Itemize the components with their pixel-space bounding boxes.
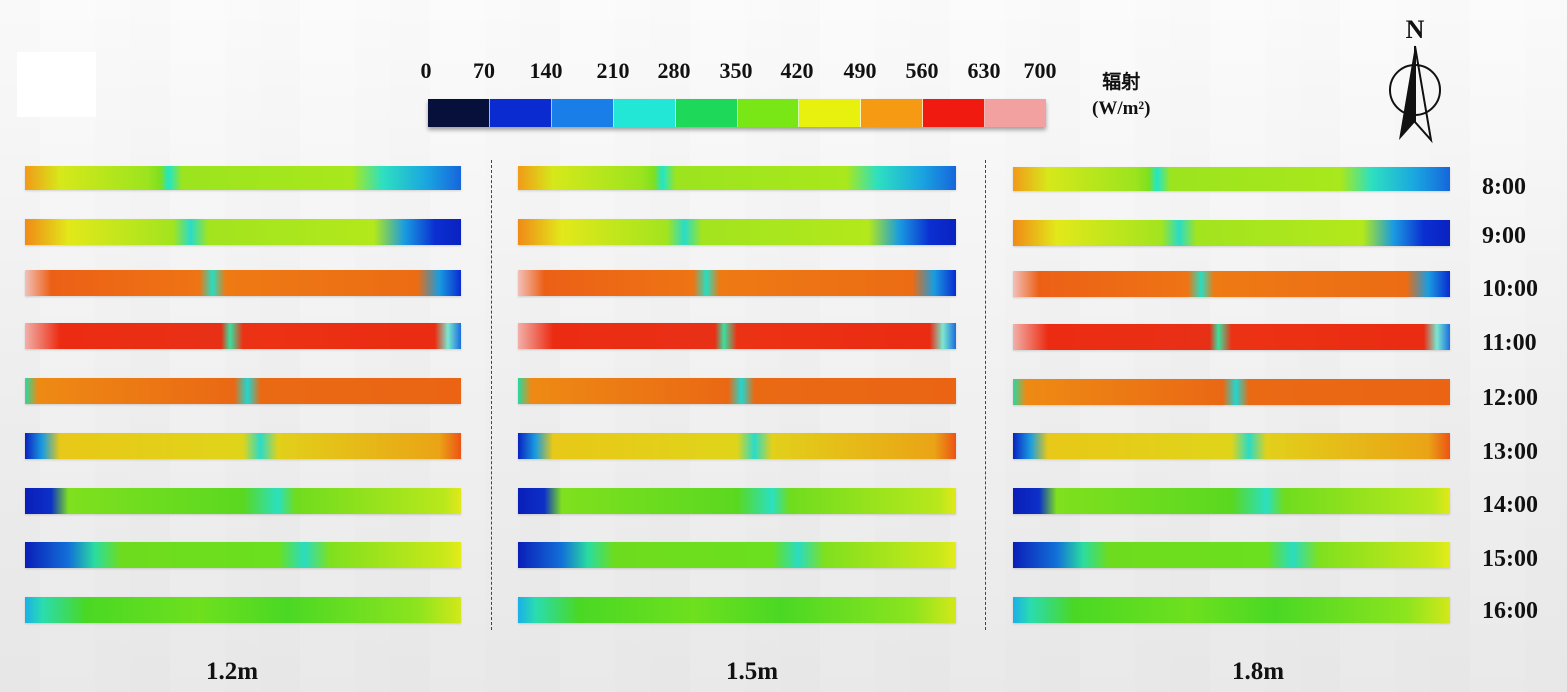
radiation-strip	[1013, 597, 1450, 623]
legend-tick: 70	[473, 58, 495, 83]
radiation-strip	[25, 488, 461, 514]
legend-unit: (W/m²)	[1092, 98, 1151, 119]
time-label: 16:00	[1482, 598, 1538, 624]
radiation-strip	[518, 597, 956, 623]
time-label: 10:00	[1482, 276, 1538, 302]
radiation-strip	[518, 219, 956, 245]
radiation-strip	[1013, 271, 1450, 297]
radiation-strip	[25, 166, 461, 190]
legend-color-cell	[799, 99, 862, 127]
legend-title: 辐射 (W/m²)	[1092, 70, 1150, 122]
north-label: N	[1406, 15, 1425, 44]
radiation-strip	[1013, 542, 1450, 568]
legend-tick: 280	[657, 58, 691, 83]
radiation-strip	[1013, 167, 1450, 191]
legend-color-bar	[428, 99, 1047, 127]
radiation-strip	[25, 270, 461, 296]
radiation-strip	[25, 597, 461, 623]
time-label: 15:00	[1482, 546, 1538, 572]
legend-color-cell	[428, 99, 490, 127]
legend-tick: 630	[967, 58, 1001, 83]
north-arrow-icon: N	[1389, 15, 1441, 144]
column-label: 1.5m	[725, 658, 779, 685]
radiation-strip	[518, 433, 956, 459]
radiation-strip	[518, 542, 956, 568]
legend-tick: 420	[780, 58, 814, 83]
time-label: 11:00	[1482, 330, 1537, 356]
legend-color-cell	[551, 99, 614, 127]
legend-tick: 350	[719, 58, 753, 83]
radiation-strip	[1013, 220, 1450, 246]
legend-tick: 210	[596, 58, 630, 83]
time-label: 12:00	[1482, 385, 1538, 411]
legend-color-cell	[923, 99, 986, 127]
time-label: 9:00	[1482, 223, 1526, 249]
radiation-strip	[518, 166, 956, 190]
radiation-strip	[518, 270, 956, 296]
white-patch	[17, 52, 96, 117]
radiation-strip	[25, 433, 461, 459]
radiation-strip	[1013, 324, 1450, 350]
radiation-strip	[1013, 433, 1450, 459]
time-label: 13:00	[1482, 439, 1538, 465]
legend-color-cell	[613, 99, 676, 127]
legend-ticks: 0 70 140 210 280 350 420 490 560 630 700	[410, 58, 1070, 88]
legend-tick: 560	[905, 58, 939, 83]
column-label: 1.2m	[205, 658, 259, 685]
time-label: 8:00	[1482, 174, 1526, 200]
legend-tick: 0	[420, 58, 432, 83]
radiation-strip	[1013, 488, 1450, 514]
radiation-strip	[25, 219, 461, 245]
legend-color-cell	[675, 99, 738, 127]
legend-color-cell	[985, 99, 1047, 127]
column-label: 1.8m	[1231, 658, 1285, 685]
column-divider	[491, 160, 492, 630]
radiation-strip	[518, 488, 956, 514]
legend-title-text: 辐射	[1102, 72, 1141, 93]
legend-tick: 490	[843, 58, 877, 83]
legend-color-cell	[861, 99, 924, 127]
radiation-strip	[1013, 379, 1450, 405]
radiation-strip	[518, 323, 956, 349]
radiation-strip	[518, 378, 956, 404]
legend-color-cell	[737, 99, 800, 127]
legend-tick: 700	[1023, 58, 1057, 83]
time-label: 14:00	[1482, 492, 1538, 518]
column-divider	[985, 160, 986, 630]
legend-color-cell	[489, 99, 552, 127]
legend-tick: 140	[529, 58, 563, 83]
radiation-strip	[25, 323, 461, 349]
radiation-strip	[25, 378, 461, 404]
radiation-strip	[25, 542, 461, 568]
